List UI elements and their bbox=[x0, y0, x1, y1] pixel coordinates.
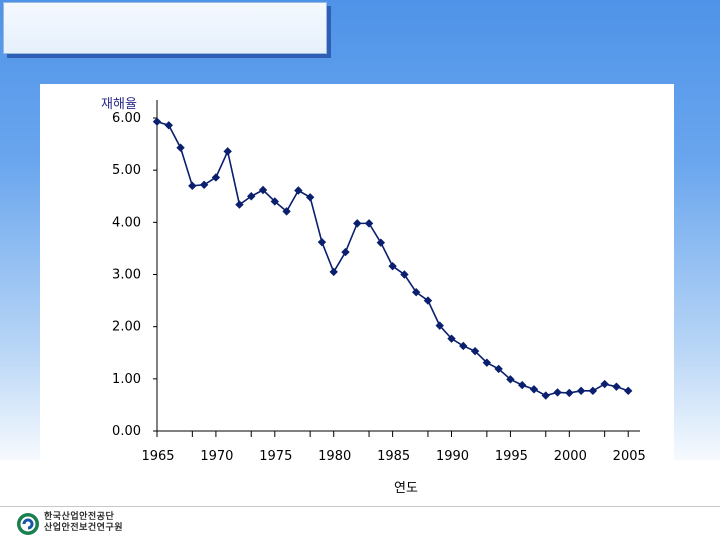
chart-axes bbox=[153, 100, 640, 437]
data-point bbox=[470, 346, 480, 356]
data-point bbox=[400, 270, 409, 279]
y-tick-label: 3.00 bbox=[112, 268, 141, 283]
y-tick-label: 2.00 bbox=[112, 320, 141, 335]
data-point bbox=[164, 121, 173, 130]
series-line bbox=[156, 120, 629, 397]
y-tick-label: 0.00 bbox=[112, 424, 141, 439]
data-point bbox=[482, 358, 492, 367]
slide-title-box bbox=[3, 2, 327, 54]
data-point bbox=[270, 197, 280, 206]
chart-panel-bottom bbox=[0, 460, 720, 506]
organization-name-line1: 한국산업안전공단 bbox=[44, 512, 115, 522]
x-tick-label: 1970 bbox=[200, 449, 233, 464]
y-tick-label: 5.00 bbox=[112, 163, 141, 178]
data-point bbox=[235, 200, 244, 209]
data-point bbox=[517, 380, 527, 390]
data-point bbox=[506, 375, 515, 384]
data-point bbox=[435, 321, 444, 330]
data-point bbox=[176, 143, 185, 152]
data-point bbox=[588, 386, 598, 396]
data-point bbox=[353, 219, 362, 228]
data-point bbox=[565, 388, 574, 398]
x-tick-label: 1965 bbox=[141, 449, 174, 464]
x-tick-label: 1995 bbox=[495, 449, 528, 464]
data-point bbox=[258, 185, 268, 195]
data-point bbox=[423, 296, 433, 305]
footer-bar bbox=[0, 506, 720, 541]
data-point bbox=[600, 379, 609, 389]
data-point bbox=[624, 386, 633, 396]
organization-name-line2: 산업안전보건연구원 bbox=[44, 523, 124, 533]
y-axis-label: 재해율 bbox=[101, 97, 137, 112]
x-tick-label: 1985 bbox=[377, 449, 410, 464]
data-point bbox=[341, 247, 350, 257]
data-point bbox=[388, 261, 397, 271]
series-lines bbox=[156, 120, 629, 397]
chart-svg: 재해율 연도 0.00 1.00 2.00 3.00 4.00 5.00 6.00 1965… bbox=[101, 97, 646, 496]
data-point bbox=[376, 238, 386, 247]
data-point bbox=[447, 334, 456, 343]
organization-name: 한국산업안전공단 산업안전보건연구원 bbox=[44, 512, 123, 534]
data-point bbox=[541, 391, 550, 400]
data-point bbox=[305, 193, 315, 202]
chart-panel bbox=[40, 84, 674, 460]
series-points bbox=[152, 117, 633, 400]
data-point bbox=[223, 147, 232, 156]
y-tick-label: 6.00 bbox=[112, 111, 141, 126]
data-point bbox=[317, 237, 327, 247]
data-point bbox=[294, 186, 303, 195]
data-point bbox=[199, 180, 209, 189]
y-tick-label: 4.00 bbox=[112, 215, 141, 230]
x-axis-label: 연도 bbox=[394, 481, 418, 496]
y-tick-label: 1.00 bbox=[112, 372, 141, 387]
data-point bbox=[612, 382, 621, 391]
x-tick-label: 1980 bbox=[318, 449, 351, 464]
data-point bbox=[152, 117, 162, 126]
data-point bbox=[553, 388, 562, 397]
x-tick-label: 1990 bbox=[436, 449, 469, 464]
data-point bbox=[247, 192, 256, 201]
data-point bbox=[529, 385, 539, 394]
x-tick-label: 1975 bbox=[259, 449, 292, 464]
data-point bbox=[364, 219, 374, 228]
x-tick-labels: 1965 1970 1975 1980 1985 1990 1995 2000 2005 bbox=[141, 449, 645, 464]
data-point bbox=[211, 173, 221, 182]
data-point bbox=[329, 267, 338, 277]
x-tick-label: 2005 bbox=[613, 449, 646, 464]
data-point bbox=[411, 288, 421, 297]
data-point bbox=[494, 364, 503, 374]
y-tick-labels: 0.00 1.00 2.00 3.00 4.00 5.00 6.00 bbox=[112, 111, 141, 439]
data-point bbox=[282, 207, 291, 216]
data-point bbox=[459, 341, 468, 351]
data-point bbox=[576, 386, 586, 396]
organization-logo-icon bbox=[17, 513, 39, 535]
data-point bbox=[188, 181, 197, 191]
x-tick-label: 2000 bbox=[554, 449, 587, 464]
